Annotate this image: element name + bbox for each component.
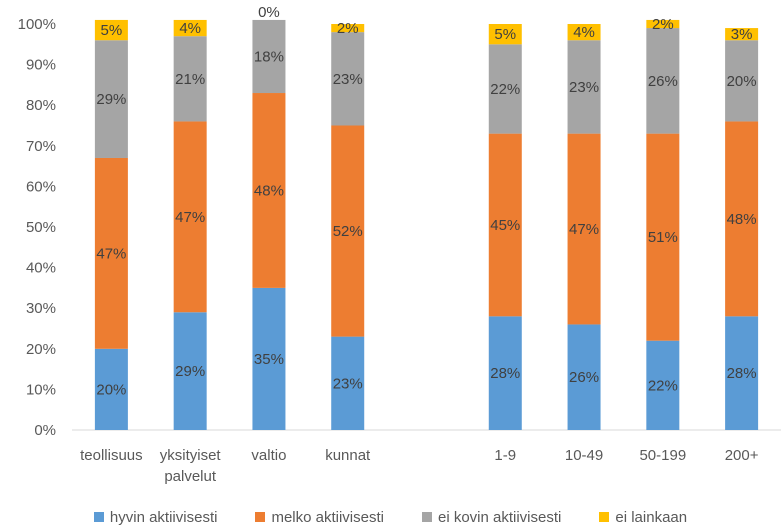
bar-segment — [725, 40, 759, 122]
y-tick-label: 70% — [26, 138, 56, 155]
data-label: 23% — [333, 71, 363, 88]
data-label: 4% — [179, 20, 201, 37]
data-label: 5% — [494, 26, 516, 43]
data-label: 3% — [731, 26, 753, 43]
category-label: 50-199 — [639, 447, 686, 464]
y-tick-label: 100% — [18, 16, 56, 33]
category-label: yksityiset — [160, 447, 222, 464]
category-label: kunnat — [325, 447, 371, 464]
bar-segment — [94, 348, 128, 430]
category-label: palvelut — [164, 468, 217, 485]
data-label: 2% — [337, 20, 359, 37]
bar-segment — [331, 125, 365, 337]
data-label: 2% — [652, 16, 674, 33]
legend-swatch — [599, 512, 610, 522]
bar-segment — [646, 340, 680, 430]
y-tick-label: 10% — [26, 381, 56, 398]
bar-segment — [725, 28, 759, 41]
y-tick-label: 30% — [26, 300, 56, 317]
bar-segment — [646, 28, 680, 134]
bar-segment — [252, 19, 286, 94]
category-label: 1-9 — [494, 447, 516, 464]
data-label: 51% — [648, 229, 678, 246]
y-tick-label: 80% — [26, 97, 56, 114]
y-tick-label: 40% — [26, 260, 56, 277]
y-tick-label: 60% — [26, 178, 56, 195]
legend-swatch — [421, 512, 432, 522]
bar-segment — [567, 133, 601, 325]
bar-segment — [567, 40, 601, 134]
legend-label: melko aktiivisesti — [271, 508, 384, 526]
data-label: 47% — [96, 245, 126, 262]
bar-segment — [725, 121, 759, 317]
data-label: 29% — [175, 363, 205, 380]
bar-segment — [567, 324, 601, 430]
data-label: 47% — [175, 209, 205, 226]
bar-segment — [331, 336, 365, 430]
legend-label: ei kovin aktiivisesti — [437, 508, 562, 526]
data-label: 18% — [254, 48, 284, 65]
bar-segment — [173, 121, 207, 313]
bar-segment — [567, 24, 601, 41]
legend-item: ei lainkaan — [599, 506, 687, 528]
bar-segment — [488, 316, 522, 430]
data-label: 26% — [569, 369, 599, 386]
data-label: 48% — [254, 182, 284, 199]
legend-item: ei kovin aktiivisesti — [421, 506, 562, 528]
data-label: 28% — [490, 365, 520, 382]
y-tick-label: 20% — [26, 341, 56, 358]
legend-label: ei lainkaan — [615, 508, 688, 526]
y-tick-label: 90% — [26, 57, 56, 74]
legend-item: hyvin aktiivisesti — [93, 506, 218, 528]
stacked-bar-chart: 0% 10% 20% 30% 40% 50% 60% 70% 80% 90% 100% 20% 47% 2… — [18, 4, 781, 485]
bar-segment — [331, 24, 365, 33]
bar-segment — [252, 287, 286, 430]
bar-segment — [646, 19, 680, 29]
category-label: teollisuus — [80, 447, 143, 464]
bar-segment — [488, 44, 522, 134]
legend-item: melko aktiivisesti — [255, 506, 384, 528]
legend: hyvin aktiivisesti melko aktiivisesti ei k… — [0, 506, 781, 528]
data-label: 20% — [727, 73, 757, 90]
bar-segment — [488, 24, 522, 45]
data-label: 22% — [648, 377, 678, 394]
category-label: valtio — [251, 447, 286, 464]
data-label: 45% — [490, 217, 520, 234]
bar-segment — [94, 19, 128, 41]
data-label: 48% — [727, 211, 757, 228]
category-label: 200+ — [725, 447, 759, 464]
bar-segment — [646, 133, 680, 341]
data-label: 28% — [727, 365, 757, 382]
category-label: 10-49 — [565, 447, 603, 464]
data-label: 47% — [569, 221, 599, 238]
data-label: 20% — [96, 381, 126, 398]
data-label: 35% — [254, 351, 284, 368]
bar-segment — [331, 32, 365, 126]
data-label: 23% — [569, 79, 599, 96]
data-label: 26% — [648, 73, 678, 90]
data-label: 5% — [101, 22, 123, 39]
data-label: 29% — [96, 91, 126, 108]
y-tick-label: 50% — [26, 219, 56, 236]
bar-segment — [94, 40, 128, 158]
data-label: 52% — [333, 223, 363, 240]
bar-segment — [725, 316, 759, 430]
bar-segment — [488, 133, 522, 317]
data-label: 4% — [573, 24, 595, 41]
data-label: 0% — [258, 4, 280, 21]
data-label: 22% — [490, 81, 520, 98]
data-label: 21% — [175, 71, 205, 88]
data-label: 23% — [333, 375, 363, 392]
bar-segment — [173, 312, 207, 430]
bar-segment — [173, 36, 207, 122]
y-tick-label: 0% — [34, 422, 56, 439]
bar-segment — [252, 93, 286, 288]
bar-segment — [173, 19, 207, 37]
legend-swatch — [93, 512, 104, 522]
bar-segment — [94, 157, 128, 349]
legend-swatch — [255, 512, 266, 522]
legend-label: hyvin aktiivisesti — [109, 508, 218, 526]
